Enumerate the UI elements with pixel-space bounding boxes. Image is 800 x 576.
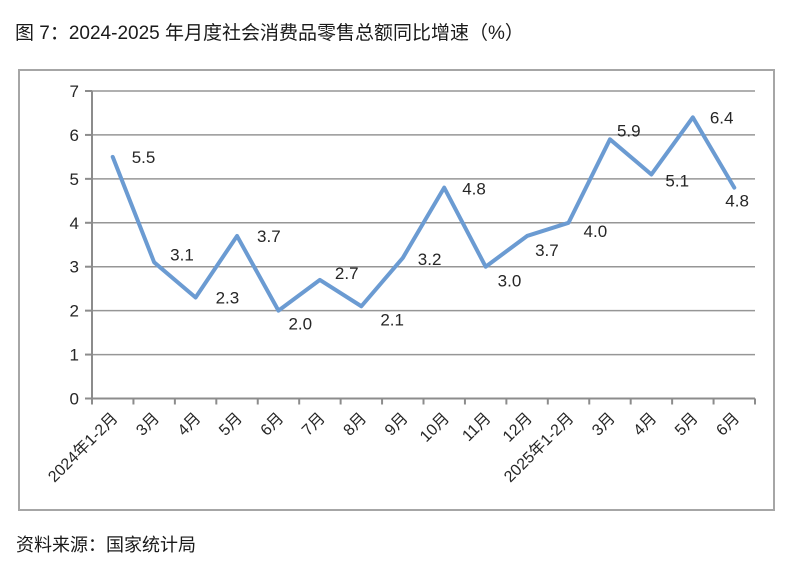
retail-sales-growth-line-chart: 0 1 2 3 4 5 6 7 2024年1-2月 3月 4月 5月 6月 7月 8月 9月 10月 11月 12月…	[45, 82, 756, 486]
chart-panel: 0 1 2 3 4 5 6 7 2024年1-2月 3月 4月 5月 6月 7月 8月 9月 10月 11月 12月…	[18, 69, 775, 511]
x-axis-label: 4月	[175, 410, 205, 440]
x-axis-label: 5月	[672, 410, 702, 440]
data-label: 2.1	[380, 310, 404, 329]
data-label: 3.7	[257, 227, 281, 246]
data-label: 3.7	[535, 241, 559, 260]
data-label: 4.8	[462, 180, 486, 199]
data-label: 4.0	[584, 222, 608, 241]
data-label: 2.3	[216, 288, 240, 307]
data-label: 6.4	[710, 108, 734, 127]
x-axis-label: 7月	[299, 410, 329, 440]
x-axis-label: 6月	[258, 410, 288, 440]
x-axis-label: 9月	[382, 410, 412, 440]
x-axis-label: 5月	[216, 410, 246, 440]
x-axis-label: 2024年1-2月	[45, 409, 122, 486]
data-label: 2.0	[288, 315, 312, 334]
y-axis-label: 4	[70, 214, 79, 233]
y-axis-label: 7	[70, 82, 79, 101]
data-label: 5.5	[132, 148, 156, 167]
series-line	[110, 115, 737, 313]
data-label: 4.8	[725, 192, 749, 211]
y-axis-label: 0	[70, 390, 79, 409]
x-axis-label: 3月	[589, 410, 619, 440]
data-label: 5.9	[617, 121, 641, 140]
data-label: 2.7	[335, 264, 359, 283]
x-axis-label: 12月	[500, 410, 536, 446]
data-label: 3.2	[418, 250, 442, 269]
y-axis-label: 5	[70, 170, 79, 189]
data-label: 3.0	[498, 272, 522, 291]
x-axis-label: 10月	[417, 410, 453, 446]
figure-title: 图 7：2024-2025 年月度社会消费品零售总额同比增速（%）	[15, 23, 524, 44]
x-axis-label: 6月	[713, 410, 743, 440]
x-axis-label: 11月	[459, 410, 494, 445]
y-axis-label: 6	[70, 126, 79, 145]
y-axis-label: 1	[70, 346, 79, 365]
data-label: 5.1	[665, 171, 689, 190]
y-axis-label: 2	[70, 302, 79, 321]
x-axis-label: 4月	[631, 410, 661, 440]
y-axis-label: 3	[70, 258, 79, 277]
x-axis-label: 3月	[133, 410, 163, 440]
data-label: 3.1	[170, 245, 194, 264]
x-axis-label: 8月	[341, 410, 371, 440]
source-note: 资料来源：国家统计局	[16, 535, 196, 555]
